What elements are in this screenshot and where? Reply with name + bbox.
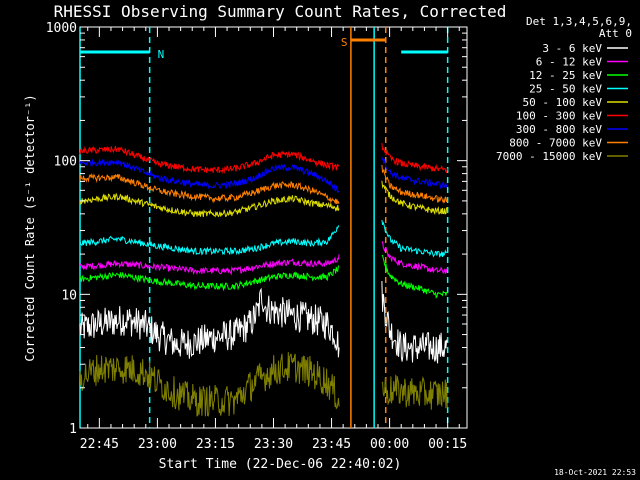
series-line — [381, 164, 448, 204]
series-line — [79, 225, 340, 256]
legend-label: 800 - 7000 keV — [509, 137, 602, 150]
legend-label: 100 - 300 keV — [516, 110, 602, 123]
legend-label: 6 - 12 keV — [536, 56, 603, 69]
series-line — [381, 241, 448, 275]
y-tick-label: 1 — [69, 422, 77, 437]
series-line — [79, 159, 340, 194]
legend-label: 50 - 100 keV — [523, 96, 603, 109]
series-line — [381, 142, 448, 174]
series-line — [381, 374, 448, 410]
series-line — [79, 172, 340, 205]
y-tick-label: 100 — [54, 155, 77, 170]
series-line — [79, 352, 340, 417]
series-line — [79, 145, 340, 175]
x-tick-label: 00:15 — [428, 437, 467, 452]
series-line — [79, 254, 340, 276]
y-tick-label: 10 — [61, 288, 77, 303]
x-tick-label: 23:45 — [312, 437, 351, 452]
footer-date: 18-Oct-2021 22:53 — [554, 468, 636, 477]
x-tick-label: 22:45 — [80, 437, 119, 452]
series-line — [79, 192, 340, 218]
x-tick-label: 23:30 — [254, 437, 293, 452]
flag-label: S — [341, 36, 348, 49]
y-tick-label: 1000 — [46, 21, 77, 36]
x-tick-label: 00:00 — [370, 437, 409, 452]
legend-label: 12 - 25 keV — [529, 69, 602, 82]
legend-header-line-1: Det 1,3,4,5,6,9, — [526, 15, 632, 28]
series-line — [381, 280, 448, 364]
series-line — [79, 265, 340, 292]
series-line — [381, 180, 448, 216]
series-line — [381, 255, 448, 299]
chart-title: RHESSI Observing Summary Count Rates, Co… — [54, 2, 507, 21]
legend-label: 3 - 6 keV — [542, 42, 602, 55]
x-tick-label: 23:15 — [196, 437, 235, 452]
legend-header-line-2: Att 0 — [599, 27, 632, 40]
flag-label: N — [158, 48, 165, 61]
x-axis-label: Start Time (22-Dec-06 22:40:02) — [159, 457, 402, 472]
series-line — [79, 287, 340, 359]
x-tick-label: 23:00 — [138, 437, 177, 452]
series-line — [381, 156, 448, 190]
legend-label: 7000 - 15000 keV — [496, 150, 602, 163]
series-line — [381, 219, 448, 258]
y-axis-label: Corrected Count Rate (s⁻¹ detector⁻¹) — [23, 94, 37, 361]
legend-label: 300 - 800 keV — [516, 123, 602, 136]
legend-label: 25 - 50 keV — [529, 83, 602, 96]
